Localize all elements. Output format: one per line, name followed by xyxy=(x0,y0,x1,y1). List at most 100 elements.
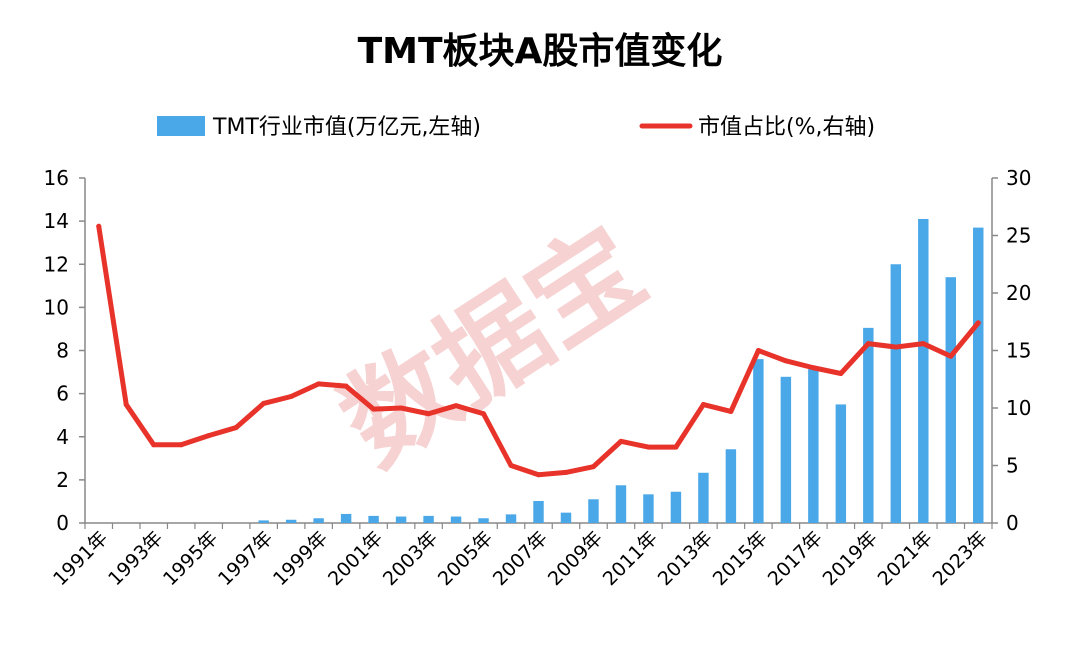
line-point xyxy=(673,444,679,450)
line-point xyxy=(151,442,157,448)
line-point xyxy=(316,381,322,387)
bar xyxy=(450,516,462,523)
x-tick-label: 1997年 xyxy=(214,527,277,590)
line-point xyxy=(590,464,596,470)
left-tick-label: 10 xyxy=(44,295,69,319)
right-tick-label: 25 xyxy=(1006,224,1031,248)
bar xyxy=(753,359,764,523)
x-tick-label: 2013年 xyxy=(654,527,717,590)
left-tick-label: 12 xyxy=(44,252,69,276)
line-point xyxy=(371,406,377,412)
left-tick-label: 6 xyxy=(56,382,69,406)
line-point xyxy=(453,403,459,409)
right-tick-label: 30 xyxy=(1006,166,1031,190)
legend: TMT行业市值(万亿元,左轴) 市值占比(%,右轴) xyxy=(157,115,875,140)
bar xyxy=(835,404,847,523)
line-series xyxy=(96,223,981,478)
x-tick-label: 2015年 xyxy=(709,527,772,590)
left-tick-label: 2 xyxy=(56,468,69,492)
bar xyxy=(368,515,379,523)
line-point xyxy=(563,469,569,475)
right-tick-label: 20 xyxy=(1006,281,1031,305)
line-point xyxy=(618,438,624,444)
bar xyxy=(780,376,792,523)
right-tick-label: 0 xyxy=(1006,511,1019,535)
line-point xyxy=(178,442,184,448)
line-point xyxy=(948,353,954,359)
x-tick-label: 2011年 xyxy=(599,527,662,590)
x-tick-label: 2023年 xyxy=(929,527,992,590)
x-tick-label: 2007年 xyxy=(489,527,552,590)
x-tick-label: 2009年 xyxy=(544,527,607,590)
line-point xyxy=(206,433,212,439)
right-tick-label: 5 xyxy=(1006,454,1019,478)
bar xyxy=(670,491,682,523)
line-point xyxy=(481,411,487,417)
line-point xyxy=(975,320,981,326)
bar xyxy=(258,520,269,523)
bar xyxy=(698,472,709,523)
bar xyxy=(533,501,544,523)
bar xyxy=(615,485,627,523)
x-tick-label: 1999年 xyxy=(269,527,332,590)
bar xyxy=(395,516,407,523)
bar xyxy=(890,264,902,523)
left-tick-label: 16 xyxy=(44,166,69,190)
bar xyxy=(285,519,297,523)
x-tick-label: 1991年 xyxy=(49,527,112,590)
line-point xyxy=(810,365,816,371)
chart-title: TMT板块A股市值变化 xyxy=(357,31,723,72)
line-point xyxy=(893,344,899,350)
line-point xyxy=(426,411,432,417)
line-point xyxy=(261,400,267,406)
x-tick-label: 2003年 xyxy=(379,527,442,590)
bar xyxy=(588,499,599,523)
line-point xyxy=(838,371,844,376)
line-point xyxy=(783,358,789,364)
bar xyxy=(808,366,819,523)
left-tick-label: 14 xyxy=(44,209,69,233)
line-point xyxy=(123,402,129,408)
x-tick-label: 2021年 xyxy=(874,527,937,590)
bar xyxy=(945,277,956,523)
line-point xyxy=(508,463,514,468)
bar xyxy=(340,513,352,523)
x-tick-label: 2019年 xyxy=(819,527,882,590)
line-point xyxy=(700,402,706,408)
bar xyxy=(863,327,874,523)
line-point xyxy=(343,383,349,389)
left-tick-label: 0 xyxy=(56,511,69,535)
bar xyxy=(725,449,737,523)
right-tick-label: 10 xyxy=(1006,396,1031,420)
line-point xyxy=(755,348,761,353)
x-tick-label: 2005年 xyxy=(434,527,497,590)
bar xyxy=(478,518,489,523)
left-tick-label: 8 xyxy=(56,339,69,363)
bar xyxy=(505,514,517,523)
line-point xyxy=(865,341,871,347)
bar xyxy=(560,512,572,523)
line-point xyxy=(536,472,541,478)
line-point xyxy=(728,408,734,414)
bar-series xyxy=(258,218,984,523)
x-tick-label: 2017年 xyxy=(764,527,827,590)
x-tick-label: 1995年 xyxy=(159,527,222,590)
legend-bar-swatch xyxy=(157,116,205,136)
bar xyxy=(918,218,929,523)
left-tick-label: 4 xyxy=(56,425,69,449)
bar xyxy=(643,494,654,523)
legend-line-label: 市值占比(%,右轴) xyxy=(698,115,875,140)
line-point xyxy=(398,405,404,411)
line-point xyxy=(233,425,239,431)
legend-bar-label: TMT行业市值(万亿元,左轴) xyxy=(212,115,481,140)
x-tick-label: 1993年 xyxy=(104,527,167,590)
line-point xyxy=(645,444,651,450)
right-tick-label: 15 xyxy=(1006,339,1031,363)
bar xyxy=(973,227,984,523)
bar xyxy=(313,518,324,523)
x-tick-label: 2001年 xyxy=(324,527,387,590)
line-point xyxy=(288,394,294,399)
bar xyxy=(423,515,434,523)
line-point xyxy=(920,341,926,347)
